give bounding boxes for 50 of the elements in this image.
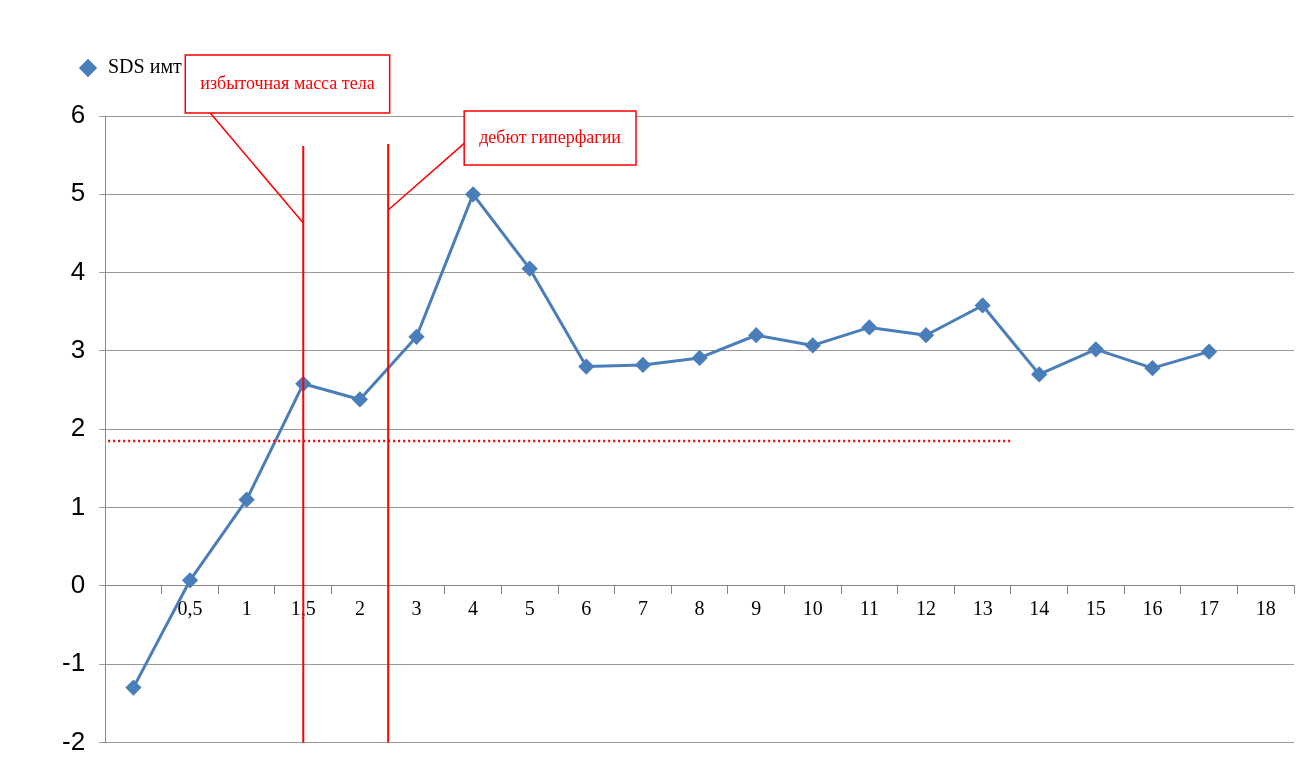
y-tick-label: 0 <box>70 568 86 599</box>
point <box>692 350 708 366</box>
x-tick-label: 13 <box>972 597 993 620</box>
x-tick-label: 9 <box>751 597 762 620</box>
x-tick-label: 8 <box>694 597 705 620</box>
point <box>918 327 934 343</box>
point <box>522 261 538 277</box>
y-tick-label: 4 <box>70 255 86 286</box>
point <box>465 186 481 202</box>
point <box>1144 360 1160 376</box>
annotation: дебют гиперфагии <box>479 126 622 147</box>
x-tick-label: 10 <box>802 597 823 620</box>
x-tick-label: 6 <box>581 597 592 620</box>
x-tick-label: 16 <box>1142 597 1163 620</box>
point <box>635 357 651 373</box>
point <box>1088 341 1104 357</box>
y-tick-label: 3 <box>70 334 86 365</box>
x-tick-label: 12 <box>916 597 937 620</box>
point <box>975 297 991 313</box>
point <box>1031 366 1047 382</box>
x-tick-label: 0,5 <box>177 597 203 620</box>
x-tick-label: 3 <box>411 597 422 620</box>
x-tick-label: 4 <box>468 597 479 620</box>
point <box>239 492 255 508</box>
x-tick-label: 7 <box>637 597 648 620</box>
point <box>125 680 141 696</box>
x-tick-label: 15 <box>1085 597 1106 620</box>
y-tick-label: -1 <box>61 647 86 678</box>
point <box>1201 344 1217 360</box>
point <box>805 337 821 353</box>
point <box>861 319 877 335</box>
x-tick-label: 1 <box>241 597 252 620</box>
x-tick-label: 14 <box>1029 597 1050 620</box>
x-tick-label: 5 <box>524 597 535 620</box>
y-tick-label: 1 <box>70 490 86 521</box>
y-tick-label: 5 <box>70 177 86 208</box>
y-tick-label: 2 <box>70 412 86 443</box>
point <box>352 391 368 407</box>
point <box>182 572 198 588</box>
x-tick-label: 18 <box>1255 597 1276 620</box>
x-tick-label: 17 <box>1199 597 1220 620</box>
x-tick-label: 11 <box>859 597 880 620</box>
point <box>748 327 764 343</box>
y-tick-label: -2 <box>61 725 86 756</box>
ref-line-label: избыточная масса тела <box>200 72 375 93</box>
point <box>578 359 594 375</box>
x-tick-label: 2 <box>354 597 365 620</box>
point <box>408 329 424 345</box>
y-tick-label: 6 <box>70 99 86 130</box>
legend-label: SDS имт <box>108 55 183 78</box>
